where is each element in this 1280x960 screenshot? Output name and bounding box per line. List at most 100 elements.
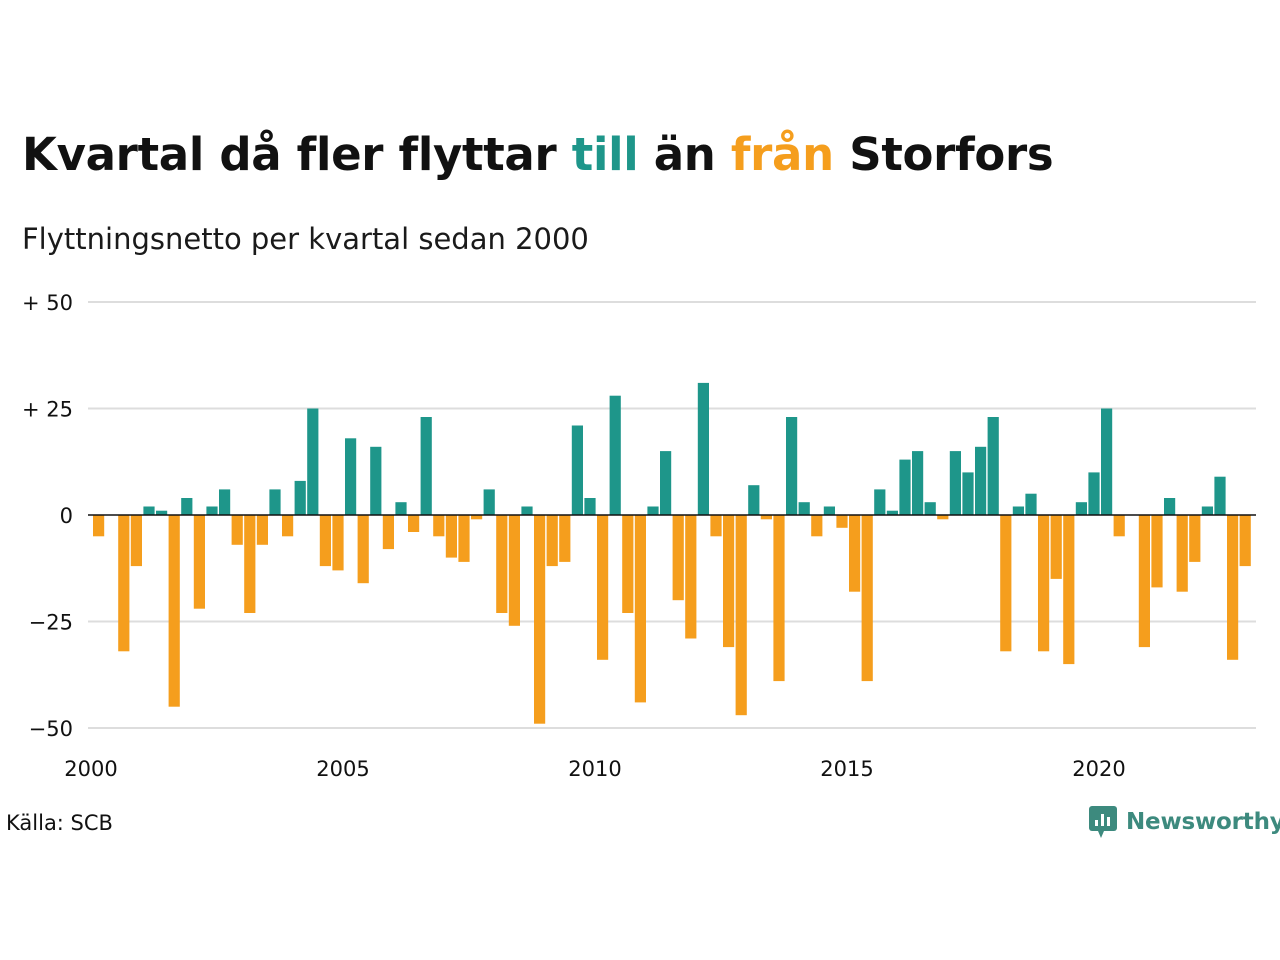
bar-negative (1038, 515, 1050, 652)
bar-positive (1075, 502, 1087, 515)
bar-negative (282, 515, 294, 537)
bar-positive (1214, 476, 1226, 515)
newsworthy-logo: Newsworthy (1088, 804, 1280, 840)
bar-negative (836, 515, 848, 528)
bar-positive (798, 502, 810, 515)
chart-bubble-icon (1089, 806, 1117, 838)
y-tick-label: + 50 (22, 291, 73, 315)
bar-positive (219, 489, 231, 515)
bar-negative (672, 515, 684, 601)
bar-positive (420, 417, 432, 515)
y-tick-label: −25 (29, 611, 73, 635)
bar-positive (483, 489, 495, 515)
x-tick-label: 2000 (64, 757, 117, 781)
bar-positive (181, 498, 193, 515)
bar-positive (156, 510, 168, 515)
y-tick-label: −50 (29, 717, 73, 741)
bar-positive (987, 417, 999, 515)
bar-negative (332, 515, 344, 571)
bar-negative (231, 515, 243, 545)
bar-positive (1201, 506, 1213, 515)
bar-positive (647, 506, 659, 515)
bar-negative (319, 515, 331, 567)
bar-negative (256, 515, 268, 545)
bar-negative (849, 515, 861, 592)
bar-negative (445, 515, 457, 558)
bar-negative (382, 515, 394, 550)
bar-negative (760, 515, 772, 520)
bar-positive (823, 506, 835, 515)
bar-positive (975, 446, 987, 515)
bar-positive (370, 446, 382, 515)
bar-positive (874, 489, 886, 515)
bar-negative (168, 515, 180, 707)
bar-positive (748, 485, 760, 515)
bar-negative (1138, 515, 1150, 648)
bar-positive (395, 502, 407, 515)
title-word-fran: från (730, 128, 834, 181)
bar-positive (886, 510, 898, 515)
bar-positive (1025, 493, 1037, 515)
bar-negative (1189, 515, 1201, 562)
bar-negative (1151, 515, 1163, 588)
bar-negative (118, 515, 130, 652)
source-note: Källa: SCB (6, 811, 113, 835)
bar-positive (786, 417, 798, 515)
bar-positive (949, 451, 961, 515)
bar-negative (811, 515, 823, 537)
bar-positive (1088, 472, 1100, 515)
bar-negative (773, 515, 785, 682)
bar-negative (1000, 515, 1012, 652)
bar-positive (609, 395, 621, 515)
bar-negative (1227, 515, 1239, 660)
title-part-2: än (638, 128, 731, 181)
title-part-3: Storfors (833, 128, 1054, 181)
bar-negative (1113, 515, 1125, 537)
chart-title: Kvartal då fler flyttar till än från Sto… (22, 128, 1054, 181)
x-tick-label: 2005 (316, 757, 369, 781)
bar-positive (660, 451, 672, 515)
bar-negative (433, 515, 445, 537)
bar-positive (962, 472, 974, 515)
brand-name: Newsworthy (1126, 809, 1280, 835)
bar-negative (130, 515, 142, 567)
bar-positive (697, 382, 709, 515)
bar-negative (471, 515, 483, 520)
bars (88, 382, 1256, 724)
bar-positive (924, 502, 936, 515)
bar-negative (357, 515, 369, 584)
bar-negative (93, 515, 105, 537)
bar-negative (710, 515, 722, 537)
bar-positive (1012, 506, 1024, 515)
bar-negative (735, 515, 747, 716)
chart-subtitle: Flyttningsnetto per kvartal sedan 2000 (22, 222, 589, 256)
bar-positive (1164, 498, 1176, 515)
bar-positive (294, 480, 306, 515)
bar-negative (1176, 515, 1188, 592)
bar-positive (571, 425, 583, 515)
bar-positive (899, 459, 911, 515)
bar-positive (584, 498, 596, 515)
bar-negative (937, 515, 949, 520)
bar-positive (143, 506, 155, 515)
bar-positive (1101, 408, 1113, 515)
bar-negative (597, 515, 609, 660)
bar-negative (622, 515, 634, 613)
bar-negative (1050, 515, 1062, 579)
bar-negative (496, 515, 508, 613)
title-part-1: Kvartal då fler flyttar (22, 128, 572, 181)
bar-positive (912, 451, 924, 515)
bar-negative (559, 515, 571, 562)
bar-positive (206, 506, 218, 515)
x-tick-label: 2015 (820, 757, 873, 781)
bar-negative (408, 515, 420, 532)
bar-negative (1239, 515, 1251, 567)
bar-positive (521, 506, 533, 515)
bar-negative (723, 515, 735, 648)
bar-negative (244, 515, 256, 613)
bar-positive (307, 408, 319, 515)
bar-positive (269, 489, 281, 515)
axis-labels: + 50 + 25 0 −25 −50 2000 2005 2010 2015 2020 (22, 291, 1126, 781)
bar-negative (508, 515, 520, 626)
bar-chart: + 50 + 25 0 −25 −50 2000 2005 2010 2015 2020 (22, 291, 1256, 781)
